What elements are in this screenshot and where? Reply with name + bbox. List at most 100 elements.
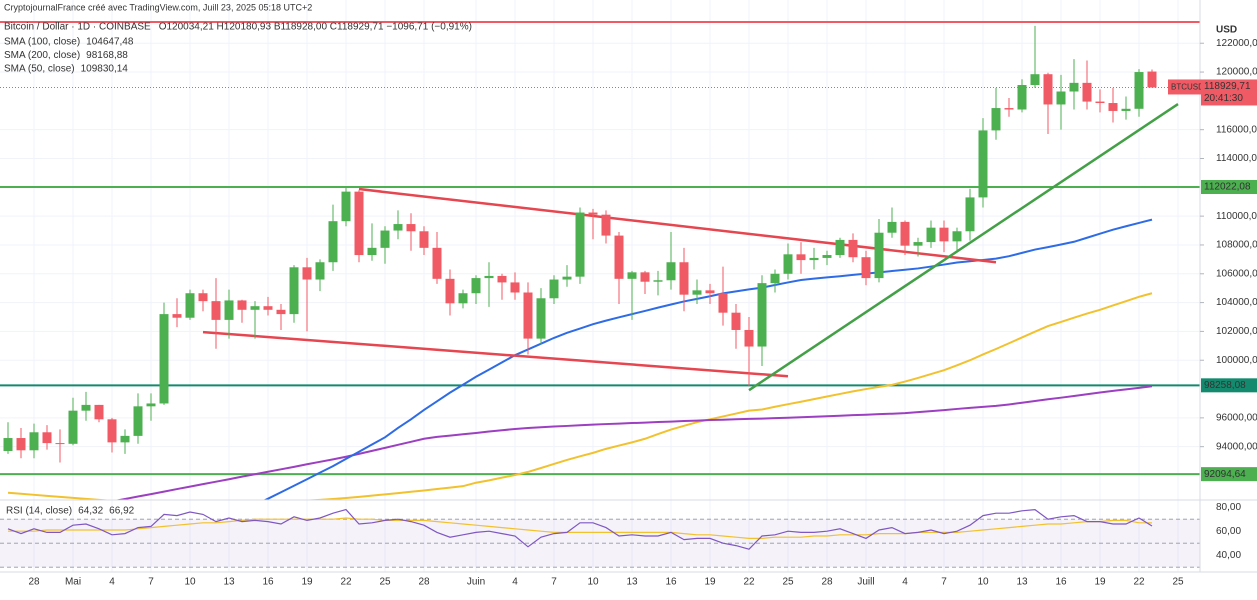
candle-body [302,267,312,280]
y-tick-label: 116000,00 [1216,124,1257,135]
labels: CryptojournalFrance créé avec TradingVie… [4,2,1257,588]
candle-body [731,312,741,330]
candle-body [952,231,962,242]
candle-body [757,283,767,347]
x-tick-label: 10 [184,577,196,588]
rsi-ma-line [8,517,1153,539]
price-tag-name: BTCUSD [1171,83,1204,92]
candle-body [55,443,65,445]
x-tick-label: 22 [743,577,755,588]
candle-body [237,300,247,310]
candle-body [510,282,520,293]
y-tick-label: 96000,00 [1216,413,1257,424]
level-label: 98258,08 [1204,380,1246,391]
candle-body [1147,71,1157,88]
x-tick-label: 16 [665,577,677,588]
x-tick-label: 25 [379,577,391,588]
x-tick-label: 19 [1094,577,1106,588]
candle-body [913,242,923,246]
candle-body [926,227,936,243]
rsi-pane [0,508,1200,568]
candle-body [1030,74,1040,86]
x-tick-label: 22 [340,577,352,588]
candle-body [588,212,598,215]
x-tick-label: 4 [512,577,518,588]
candle-body [432,247,442,279]
candle-body [68,410,78,444]
x-tick-label: 25 [1172,577,1184,588]
x-tick-label: 7 [148,577,154,588]
candle-body [263,306,273,310]
y-unit: USD [1216,25,1237,36]
candle-body [1043,74,1053,105]
candle-body [835,239,845,256]
sma-line [114,385,1153,500]
x-tick-label: Mai [65,577,81,588]
candle-body [445,278,455,304]
x-tick-label: 19 [704,577,716,588]
candle-body [783,254,793,274]
y-tick-label: 108000,00 [1216,240,1257,251]
candle-body [744,329,754,347]
candle-body [1095,101,1105,104]
rsi-ma-value: 66,92 [109,506,134,517]
candle-body [627,272,637,279]
candle-body [614,235,624,279]
candle-body [718,293,728,313]
candle-body [770,273,780,284]
level-tag [1201,378,1257,393]
candle-body [562,276,572,280]
candle-body [861,257,871,279]
level-label: 112022,08 [1204,182,1251,193]
sma-line [263,218,1153,500]
x-tick-label: Juill [857,577,874,588]
level-tag [1201,467,1257,482]
candle-body [1134,72,1144,109]
y-tick-label: 122000,00 [1216,38,1257,49]
candle-body [549,279,559,299]
candle-body [939,227,949,242]
y-tick-label: 94000,00 [1216,441,1257,452]
candle-body [575,212,585,277]
x-tick-label: 10 [587,577,599,588]
candle-body [29,432,39,451]
legend-name: SMA (50, close) [4,64,75,75]
x-tick-label: 28 [821,577,833,588]
trendline [748,102,1179,392]
x-tick-label: 13 [1016,577,1028,588]
price-tag-name-bg [1168,79,1201,95]
candle-body [250,306,260,310]
x-tick-label: 10 [977,577,989,588]
candle-body [172,314,182,318]
candle-body [211,301,221,320]
candle-body [848,239,858,258]
y-tick-label: 100000,00 [1216,355,1257,366]
y-tick-label: 102000,00 [1216,326,1257,337]
candle-body [198,293,208,302]
rsi-tick-label: 40,00 [1216,550,1241,561]
candle-body [458,293,468,304]
x-tick-label: 13 [223,577,235,588]
candle-body [328,221,338,263]
rsi-tick-label: 80,00 [1216,502,1241,513]
candle-body [965,197,975,232]
x-tick-label: 4 [109,577,115,588]
candle-body [341,191,351,222]
legend-name: SMA (200, close) [4,50,80,61]
candle-body [16,438,26,451]
x-tick-label: 28 [28,577,40,588]
candle-body [224,300,234,320]
candle-body [822,255,832,258]
candle-body [120,435,130,443]
level-label: 92094,64 [1204,469,1246,480]
trendline [202,330,789,378]
y-tick-label: 114000,00 [1216,153,1257,164]
price-tag-value: 118929,71 [1204,81,1251,92]
candle-body [1069,82,1079,92]
candle-body [679,262,689,295]
axes [0,0,1257,573]
candle-body [900,221,910,246]
x-tick-label: 7 [941,577,947,588]
